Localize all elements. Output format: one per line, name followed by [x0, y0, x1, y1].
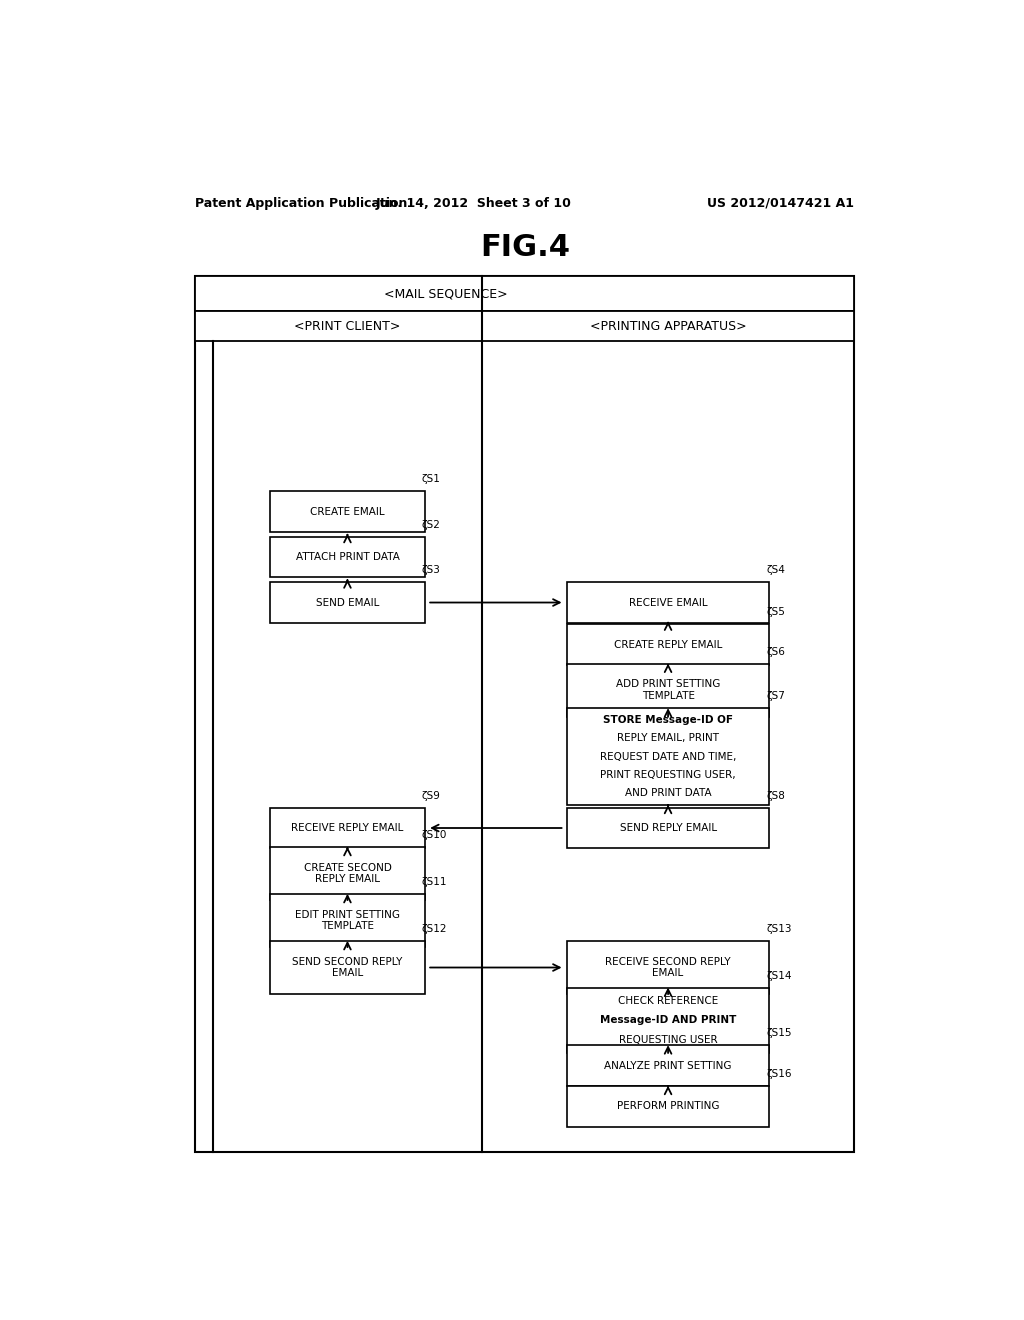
Text: RECEIVE SECOND REPLY
EMAIL: RECEIVE SECOND REPLY EMAIL: [605, 957, 731, 978]
Bar: [567, 987, 769, 1053]
Text: CREATE EMAIL: CREATE EMAIL: [310, 507, 385, 516]
Text: Patent Application Publication: Patent Application Publication: [196, 197, 408, 210]
Bar: [270, 491, 425, 532]
Text: ATTACH PRINT DATA: ATTACH PRINT DATA: [296, 552, 399, 562]
Text: ζS15: ζS15: [766, 1028, 792, 1039]
Text: CREATE REPLY EMAIL: CREATE REPLY EMAIL: [613, 640, 722, 649]
Text: REPLY EMAIL, PRINT: REPLY EMAIL, PRINT: [617, 734, 719, 743]
Bar: [567, 1086, 769, 1126]
Text: ζS4: ζS4: [766, 565, 785, 576]
Text: RECEIVE REPLY EMAIL: RECEIVE REPLY EMAIL: [291, 822, 403, 833]
Text: ζS6: ζS6: [766, 647, 785, 656]
Bar: [567, 941, 769, 994]
Text: CREATE SECOND
REPLY EMAIL: CREATE SECOND REPLY EMAIL: [303, 863, 391, 884]
Text: ADD PRINT SETTING
TEMPLATE: ADD PRINT SETTING TEMPLATE: [615, 680, 720, 701]
Bar: [196, 312, 854, 342]
Text: ζS14: ζS14: [766, 970, 792, 981]
Bar: [567, 624, 769, 665]
Text: ζS9: ζS9: [422, 791, 440, 800]
Bar: [270, 582, 425, 623]
Text: SEND EMAIL: SEND EMAIL: [315, 598, 379, 607]
Text: ζS1: ζS1: [422, 474, 440, 484]
Text: US 2012/0147421 A1: US 2012/0147421 A1: [708, 197, 854, 210]
Text: <MAIL SEQUENCE>: <MAIL SEQUENCE>: [384, 286, 508, 300]
Text: ζS10: ζS10: [422, 830, 447, 840]
Bar: [567, 1045, 769, 1086]
Text: EDIT PRINT SETTING
TEMPLATE: EDIT PRINT SETTING TEMPLATE: [295, 909, 400, 932]
Text: SEND SECOND REPLY
EMAIL: SEND SECOND REPLY EMAIL: [292, 957, 402, 978]
Text: RECEIVE EMAIL: RECEIVE EMAIL: [629, 598, 708, 607]
Bar: [196, 276, 854, 312]
Text: SEND REPLY EMAIL: SEND REPLY EMAIL: [620, 822, 717, 833]
Text: <PRINTING APPARATUS>: <PRINTING APPARATUS>: [590, 319, 746, 333]
Text: ζS8: ζS8: [766, 791, 785, 800]
Text: CHECK REFERENCE: CHECK REFERENCE: [617, 995, 718, 1006]
Text: Jun. 14, 2012  Sheet 3 of 10: Jun. 14, 2012 Sheet 3 of 10: [375, 197, 571, 210]
Bar: [270, 808, 425, 849]
Text: <PRINT CLIENT>: <PRINT CLIENT>: [294, 319, 400, 333]
Text: ζS16: ζS16: [766, 1069, 792, 1078]
Text: ζS12: ζS12: [422, 924, 447, 935]
Bar: [567, 582, 769, 623]
Text: Message-ID AND PRINT: Message-ID AND PRINT: [600, 1015, 736, 1026]
Text: ζS2: ζS2: [422, 520, 440, 529]
Text: ζS13: ζS13: [766, 924, 792, 935]
Bar: [270, 941, 425, 994]
Bar: [270, 847, 425, 900]
Text: STORE Message-ID OF: STORE Message-ID OF: [603, 715, 733, 725]
Text: ζS3: ζS3: [422, 565, 440, 576]
Text: ζS7: ζS7: [766, 692, 785, 701]
Text: AND PRINT DATA: AND PRINT DATA: [625, 788, 712, 799]
Text: REQUEST DATE AND TIME,: REQUEST DATE AND TIME,: [600, 751, 736, 762]
Text: PERFORM PRINTING: PERFORM PRINTING: [616, 1101, 719, 1111]
Text: ζS11: ζS11: [422, 876, 447, 887]
Bar: [270, 894, 425, 946]
Text: FIG.4: FIG.4: [480, 234, 569, 263]
Text: REQUESTING USER: REQUESTING USER: [618, 1035, 718, 1045]
Text: PRINT REQUESTING USER,: PRINT REQUESTING USER,: [600, 770, 736, 780]
Bar: [567, 664, 769, 717]
Bar: [567, 808, 769, 849]
Bar: [567, 709, 769, 805]
Bar: [270, 537, 425, 577]
Text: ζS5: ζS5: [766, 607, 785, 618]
Text: ANALYZE PRINT SETTING: ANALYZE PRINT SETTING: [604, 1061, 732, 1071]
Bar: [196, 276, 854, 1152]
